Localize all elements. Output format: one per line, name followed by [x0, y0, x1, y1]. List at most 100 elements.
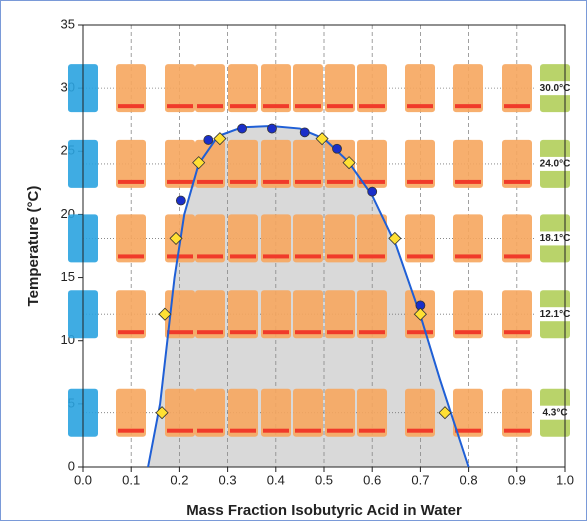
- point: [213, 132, 227, 146]
- vial-bottom: [230, 104, 256, 109]
- vial: [293, 290, 323, 339]
- vial-bottom: [407, 254, 433, 259]
- vial: [195, 139, 225, 188]
- vial: [195, 214, 225, 263]
- vial: [502, 290, 532, 339]
- vial: [261, 290, 291, 339]
- vial: [453, 139, 483, 188]
- vial-bottom: [230, 330, 256, 335]
- vial: [165, 388, 195, 437]
- row-label: 18.1°C: [540, 233, 571, 244]
- vial: [325, 290, 355, 339]
- vial-bottom: [455, 254, 481, 259]
- vial: [116, 214, 146, 263]
- vial-bottom: [504, 104, 530, 109]
- point: [203, 135, 214, 145]
- vial: [261, 64, 291, 113]
- vial-bottom: [359, 254, 385, 259]
- vial: [405, 388, 435, 437]
- vial-bottom: [455, 179, 481, 184]
- vial: [357, 139, 387, 188]
- vial-bottom: [295, 104, 321, 109]
- vial: [502, 388, 532, 437]
- vial-bottom: [295, 179, 321, 184]
- point: [388, 231, 402, 245]
- x-tick-label: 0.1: [122, 472, 140, 487]
- x-axis-label: Mass Fraction Isobutyric Acid in Water: [186, 502, 462, 519]
- vial: [405, 139, 435, 188]
- vial-bottom: [197, 104, 223, 109]
- x-tick-label: 0.7: [411, 472, 429, 487]
- vial-bottom: [118, 104, 144, 109]
- point: [342, 156, 356, 170]
- vial-bottom: [167, 330, 193, 335]
- vial: [453, 214, 483, 263]
- vial: [195, 388, 225, 437]
- row-label: 30.0°C: [540, 83, 571, 94]
- vial: [502, 139, 532, 188]
- vial-bottom: [504, 428, 530, 433]
- vial: [165, 139, 195, 188]
- point: [158, 307, 172, 321]
- vial-bottom: [327, 179, 353, 184]
- vial: [116, 290, 146, 339]
- point: [438, 406, 452, 420]
- y-tick-label: 0: [68, 458, 75, 473]
- vial-bottom: [327, 104, 353, 109]
- vial-bottom: [263, 179, 289, 184]
- point: [192, 156, 206, 170]
- vial-bottom: [407, 179, 433, 184]
- point: [367, 186, 378, 197]
- vial: [228, 64, 258, 113]
- vial: [453, 64, 483, 113]
- vial-bottom: [327, 428, 353, 433]
- point: [315, 132, 329, 146]
- point: [237, 123, 247, 134]
- x-tick-label: 0.4: [267, 472, 285, 487]
- row-label: 4.3°C: [542, 407, 567, 418]
- vial: [405, 214, 435, 263]
- vial-bottom: [118, 428, 144, 433]
- vial-bottom: [359, 428, 385, 433]
- vial-bottom: [295, 330, 321, 335]
- vial-bottom: [327, 330, 353, 335]
- vial: [405, 64, 435, 113]
- x-tick-label: 0.5: [315, 472, 333, 487]
- x-tick-label: 1.0: [556, 472, 574, 487]
- point: [267, 123, 277, 134]
- vial-bottom: [263, 104, 289, 109]
- vial-bottom: [455, 428, 481, 433]
- vial: [502, 214, 532, 263]
- vial: [293, 388, 323, 437]
- y-axis-label: Temperature (°C): [25, 186, 42, 307]
- vial-bottom: [230, 179, 256, 184]
- vial: [195, 64, 225, 113]
- vial-bottom: [197, 428, 223, 433]
- vial: [195, 290, 225, 339]
- y-tick-label: 35: [61, 16, 75, 31]
- vial: [261, 388, 291, 437]
- vial-bottom: [359, 179, 385, 184]
- vial-bottom: [118, 254, 144, 259]
- x-tick-label: 0.0: [74, 472, 92, 487]
- vial-bottom: [455, 330, 481, 335]
- vial: [502, 64, 532, 113]
- vial-bottom: [504, 254, 530, 259]
- vial-bottom: [407, 104, 433, 109]
- vial: [261, 214, 291, 263]
- vial-bottom: [455, 104, 481, 109]
- point: [299, 127, 310, 138]
- vial: [357, 214, 387, 263]
- vial-bottom: [263, 330, 289, 335]
- vial: [116, 139, 146, 188]
- vial: [357, 64, 387, 113]
- point: [169, 231, 183, 245]
- vial: [293, 139, 323, 188]
- vial-bottom: [407, 330, 433, 335]
- row-label: 24.0°C: [540, 159, 571, 170]
- vial-bottom: [407, 428, 433, 433]
- vial: [325, 388, 355, 437]
- vial: [325, 214, 355, 263]
- point: [175, 195, 186, 206]
